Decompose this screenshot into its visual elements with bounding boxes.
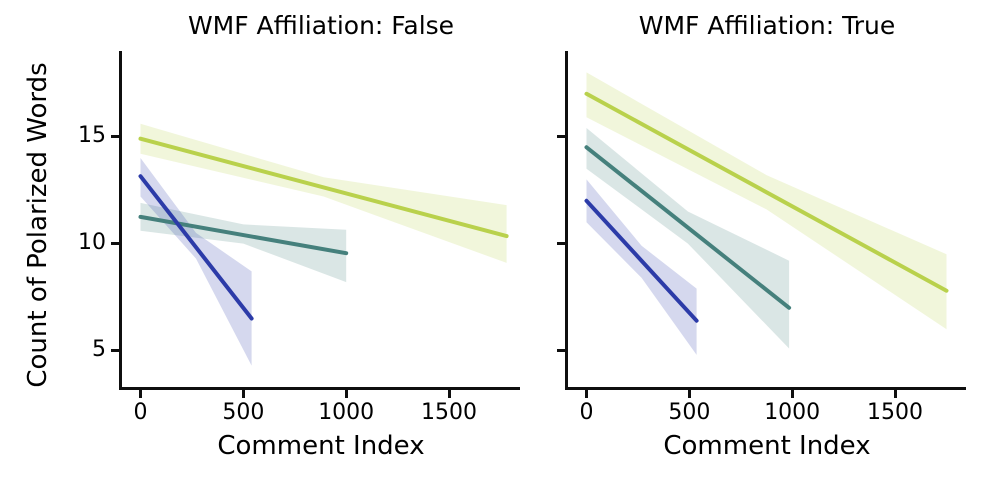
- teal-regression-line: [584, 145, 792, 310]
- green-confidence-band: [140, 123, 507, 263]
- x-axis-label-false: Comment Index: [217, 431, 425, 461]
- green-confidence-band: [586, 72, 947, 330]
- x-tick-mark: [893, 390, 897, 398]
- y-tick-mark: [111, 349, 119, 353]
- x-tick-label: 0: [579, 400, 594, 425]
- x-tick-label: 1000: [318, 400, 375, 425]
- plot-canvas-true: [584, 72, 949, 355]
- blue-regression-line: [584, 198, 699, 323]
- x-tick-label: 500: [222, 400, 265, 425]
- x-tick-label: 500: [668, 400, 711, 425]
- y-tick-label: 15: [78, 122, 106, 148]
- x-tick-mark: [585, 390, 588, 398]
- y-tick-mark: [111, 135, 119, 139]
- x-tick-label: 1500: [421, 400, 478, 425]
- x-axis-label-true: Comment Index: [663, 431, 871, 461]
- x-tick-label: 0: [133, 400, 148, 425]
- y-tick-mark: [557, 242, 565, 246]
- y-tick-mark: [557, 349, 565, 353]
- panel-wmf-false: WMF Affiliation: False Comment Index 0 50…: [78, 11, 520, 461]
- plot-area-true: [565, 51, 966, 390]
- panel-wmf-true: WMF Affiliation: True Comment Index 0 500…: [557, 11, 966, 461]
- x-tick-mark: [139, 390, 142, 398]
- blue-confidence-band: [586, 179, 697, 355]
- x-tick-mark: [344, 390, 348, 398]
- blue-regression-line: [138, 174, 254, 321]
- teal-confidence-band: [140, 202, 347, 283]
- panel-title-false: WMF Affiliation: False: [187, 11, 455, 40]
- y-tick-label: 10: [78, 229, 106, 255]
- x-tick-mark: [447, 390, 451, 398]
- x-tick-mark: [687, 390, 691, 398]
- green-regression-line: [138, 136, 509, 239]
- y-tick-label: 5: [92, 336, 106, 362]
- y-tick-mark: [111, 242, 119, 246]
- x-tick-label: 1000: [764, 400, 821, 425]
- plot-area-false: [119, 51, 520, 390]
- teal-confidence-band: [586, 128, 790, 349]
- panel-title-true: WMF Affiliation: True: [638, 11, 896, 40]
- x-tick-mark: [241, 390, 245, 398]
- blue-confidence-band: [140, 158, 252, 366]
- x-tick-label: 1500: [867, 400, 924, 425]
- y-tick-mark: [557, 135, 565, 139]
- x-tick-mark: [790, 390, 794, 398]
- green-regression-line: [584, 91, 949, 293]
- plot-canvas-false: [138, 123, 509, 366]
